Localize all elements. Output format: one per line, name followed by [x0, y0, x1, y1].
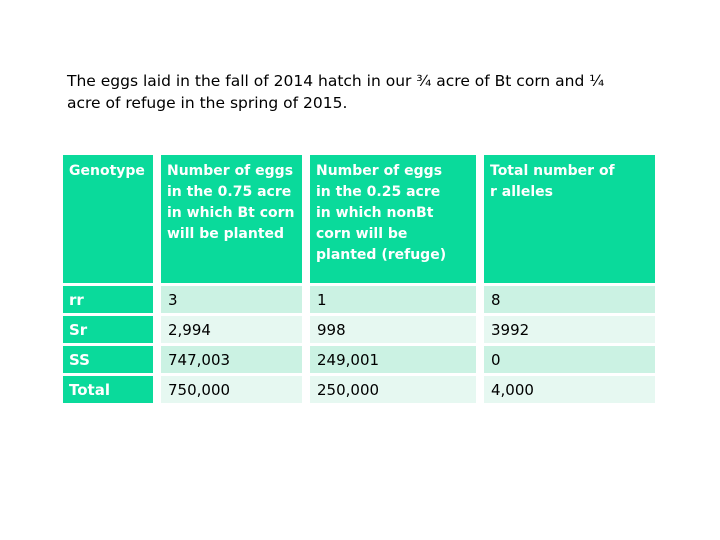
data-cell: 3992	[484, 316, 655, 343]
data-cell: 0	[484, 346, 655, 373]
data-cell: 998	[310, 316, 476, 343]
data-cell: 1	[310, 286, 476, 313]
data-cell: 249,001	[310, 346, 476, 373]
data-cell: 750,000	[161, 376, 302, 403]
data-cell: 3	[161, 286, 302, 313]
data-cell: 4,000	[484, 376, 655, 403]
intro-text: The eggs laid in the fall of 2014 hatch …	[67, 72, 605, 112]
data-cell: 2,994	[161, 316, 302, 343]
row-label-rr: rr	[63, 286, 153, 313]
row-label-sr: Sr	[63, 316, 153, 343]
row-label-total: Total	[63, 376, 153, 403]
data-cell: 747,003	[161, 346, 302, 373]
header-cell-genotype: Genotype	[63, 155, 153, 283]
header-cell-r-alleles: Total number of r alleles	[484, 155, 655, 283]
header-cell-bt-eggs: Number of eggs in the 0.75 acre in which…	[161, 155, 302, 283]
row-label-ss: SS	[63, 346, 153, 373]
data-cell: 250,000	[310, 376, 476, 403]
data-cell: 8	[484, 286, 655, 313]
genotype-table: Genotype Number of eggs in the 0.75 acre…	[63, 155, 655, 403]
header-cell-nonbt-eggs: Number of eggs in the 0.25 acre in which…	[310, 155, 476, 283]
